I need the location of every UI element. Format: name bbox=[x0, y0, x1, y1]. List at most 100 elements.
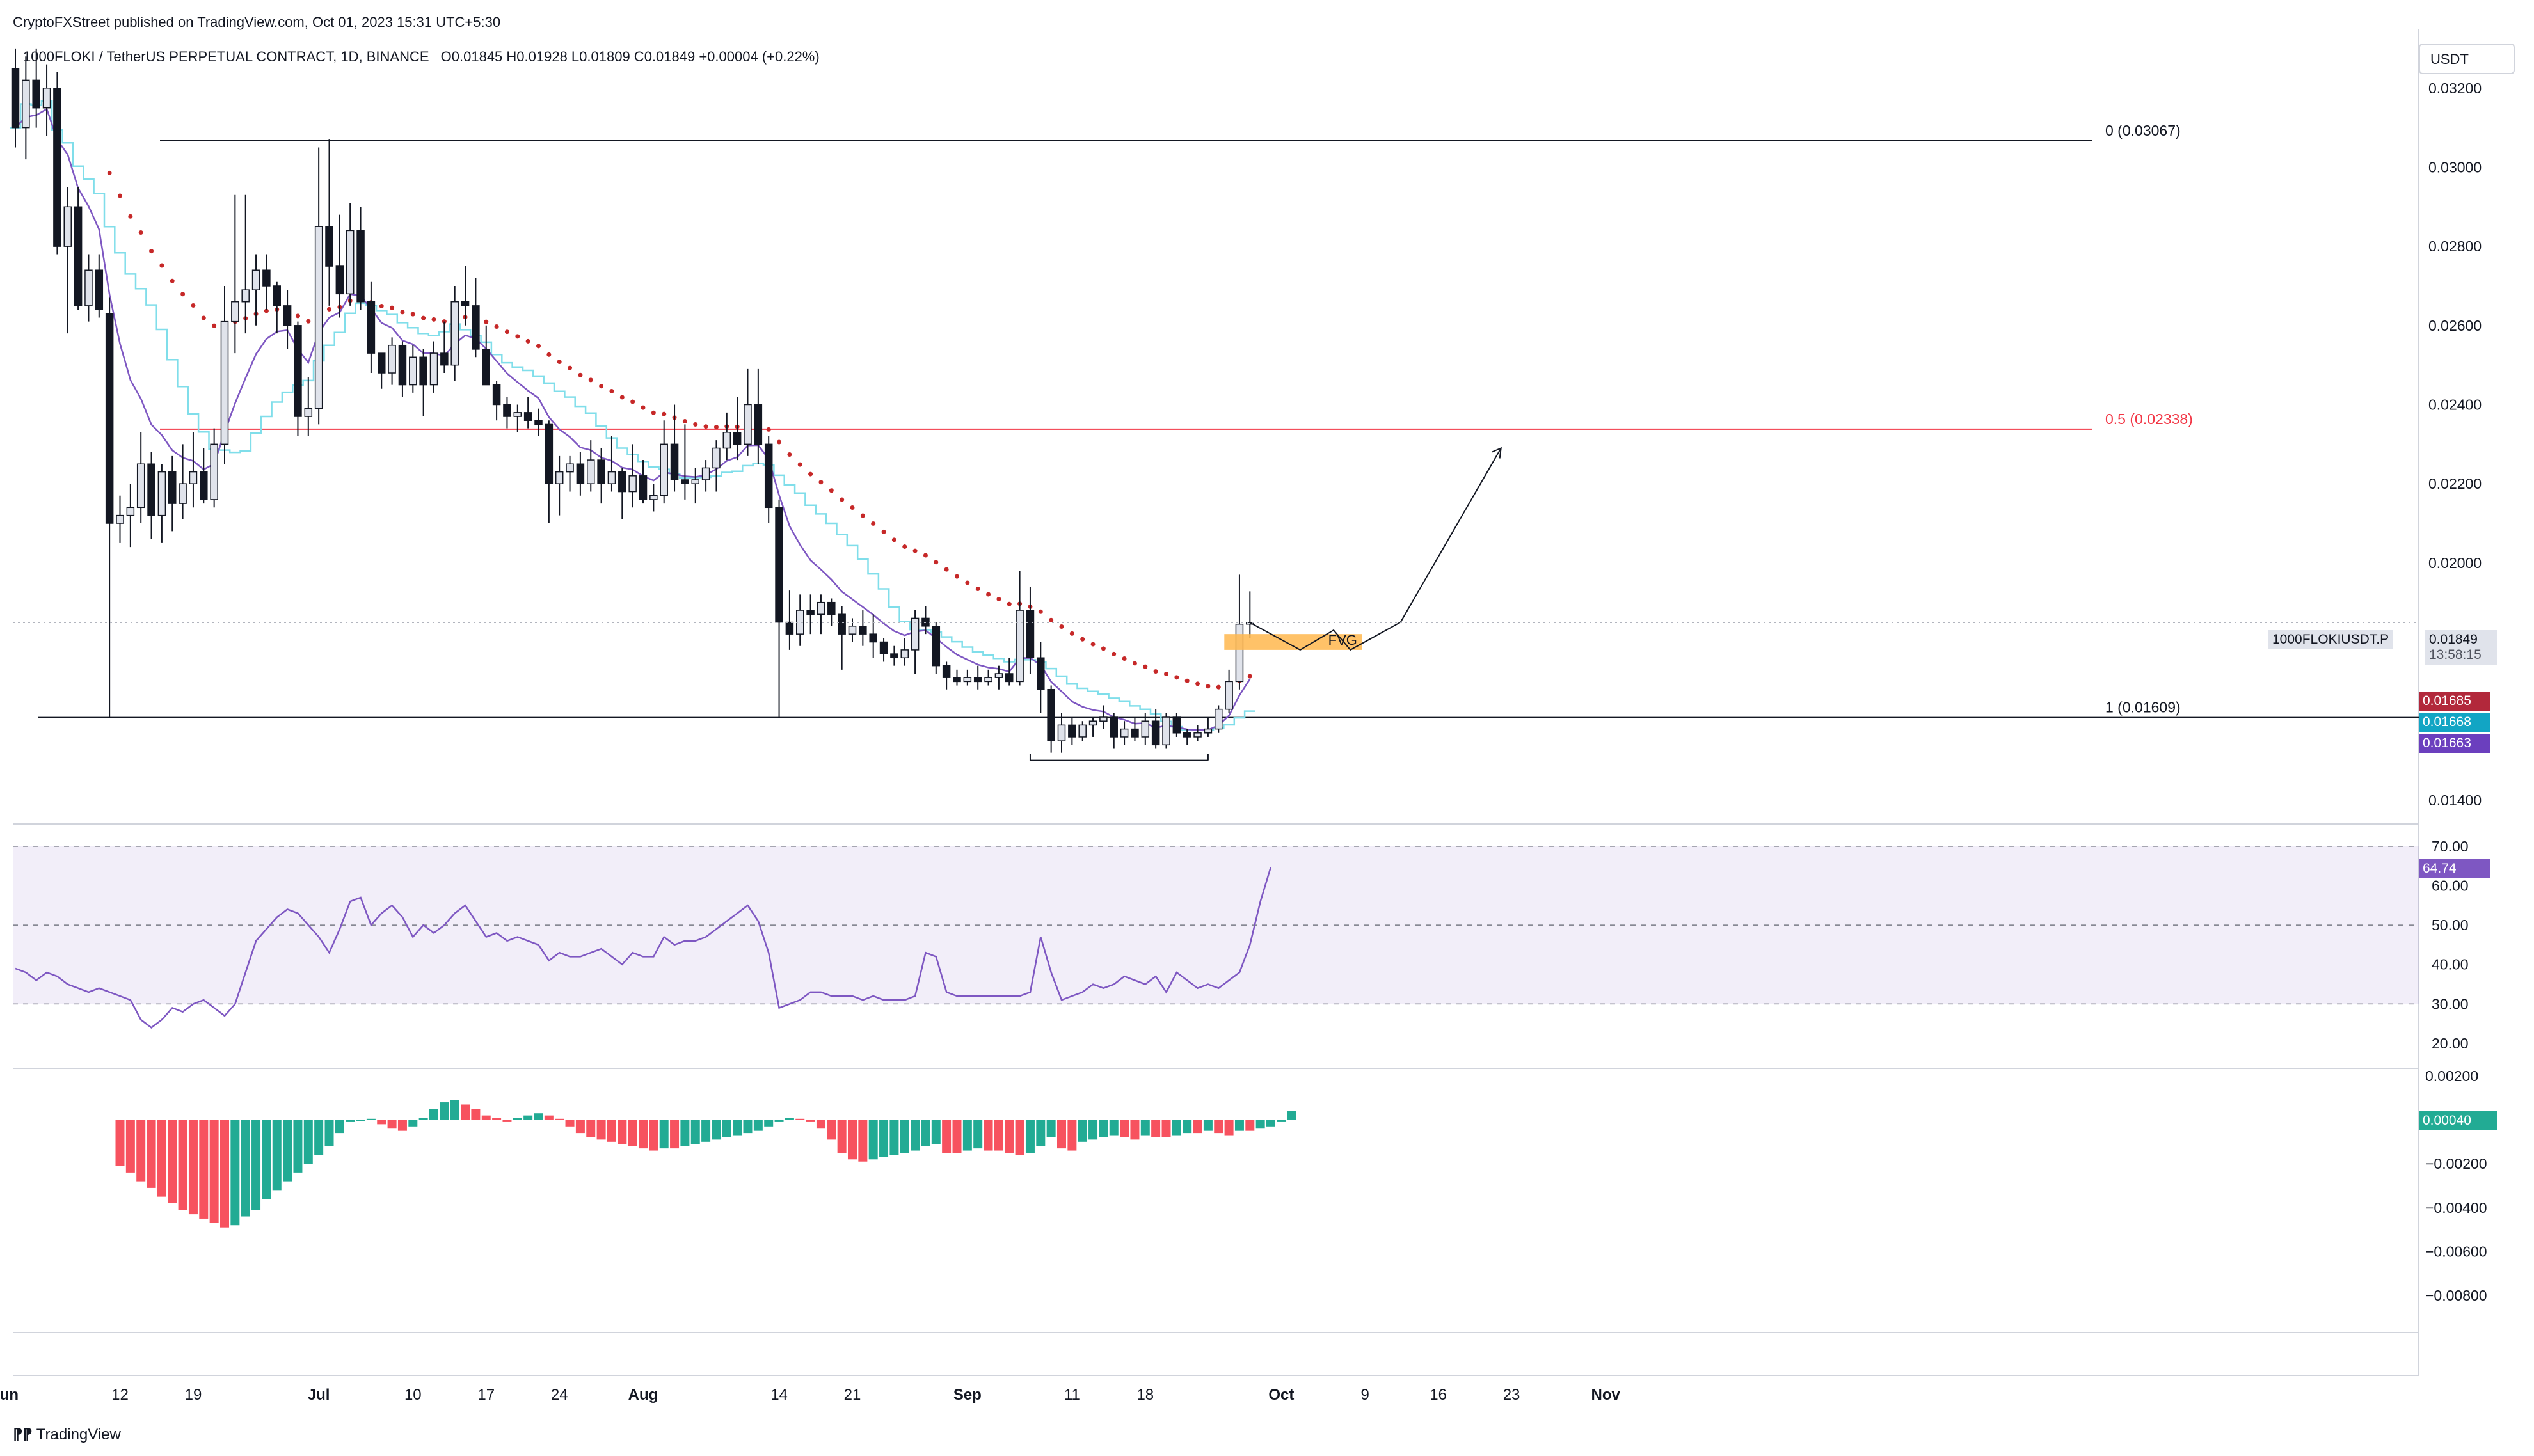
candle-body bbox=[367, 301, 376, 354]
candle-body bbox=[63, 206, 72, 247]
candle-body bbox=[607, 471, 616, 484]
ma-red-dot bbox=[400, 310, 405, 315]
price-axis[interactable]: 0.03200 0.03000 0.02800 0.02600 0.02400 0.022… bbox=[2428, 80, 2482, 809]
ma-red-dot bbox=[546, 352, 552, 357]
price-tick-label: 0.02200 bbox=[2428, 475, 2482, 492]
time-tick-label: 11 bbox=[1064, 1386, 1080, 1404]
candle-body bbox=[74, 206, 83, 306]
macd-bar bbox=[586, 1120, 596, 1137]
macd-bar bbox=[1245, 1120, 1255, 1131]
candle-body bbox=[294, 325, 302, 417]
tradingview-brand[interactable]: ⁋⁋ TradingView bbox=[13, 1425, 121, 1444]
candle-body bbox=[817, 601, 825, 615]
price-tick-label: 0.02800 bbox=[2428, 238, 2482, 255]
macd-bar bbox=[178, 1120, 187, 1210]
ma-red-dot bbox=[881, 529, 886, 534]
symbol-line[interactable]: 1000FLOKI / TetherUS PERPETUAL CONTRACT,… bbox=[23, 49, 429, 65]
macd-bar bbox=[628, 1120, 637, 1146]
macd-bar bbox=[397, 1120, 407, 1131]
ma-red-dot bbox=[306, 319, 311, 324]
macd-bar bbox=[1151, 1120, 1161, 1137]
ma-red-dot bbox=[536, 344, 541, 349]
ma-red-dot bbox=[557, 360, 562, 365]
price-tick-label: 0.02000 bbox=[2428, 555, 2482, 571]
ma-red-dot bbox=[515, 334, 520, 339]
macd-bar bbox=[418, 1118, 428, 1120]
candle-body bbox=[513, 412, 522, 417]
ma-red-dot bbox=[787, 452, 792, 457]
ma-red-dot bbox=[431, 317, 436, 322]
ma-red-dot bbox=[128, 214, 133, 219]
candle-body bbox=[1110, 716, 1118, 738]
macd-bar bbox=[1277, 1120, 1286, 1122]
ma-red-dot bbox=[1080, 637, 1085, 642]
macd-tick-label: −0.00600 bbox=[2425, 1243, 2487, 1260]
macd-bar bbox=[209, 1120, 219, 1223]
macd-tick-label: −0.00200 bbox=[2425, 1155, 2487, 1172]
candle-body bbox=[890, 653, 898, 659]
macd-bar bbox=[806, 1120, 815, 1122]
rsi-tick-label: 60.00 bbox=[2432, 877, 2469, 894]
ma-red-dot bbox=[180, 292, 186, 297]
ma-red-dot bbox=[1059, 624, 1064, 629]
ma-red-dot bbox=[588, 377, 593, 383]
currency-button[interactable]: USDT bbox=[2419, 44, 2515, 74]
macd-value-tag: 0.00040 bbox=[2419, 1111, 2497, 1130]
ma-red-dot bbox=[494, 324, 499, 329]
candle-body bbox=[566, 463, 574, 473]
candle-body bbox=[1088, 720, 1097, 726]
ma-red-dot bbox=[578, 372, 583, 377]
ma-red-dot bbox=[1216, 684, 1221, 690]
macd-bar bbox=[1046, 1120, 1056, 1137]
ma-red-dot bbox=[410, 312, 415, 317]
macd-bar bbox=[157, 1120, 166, 1197]
ma-red-dot bbox=[703, 424, 708, 429]
macd-bar bbox=[481, 1115, 491, 1120]
candle-body bbox=[754, 404, 763, 445]
ma-red-dot bbox=[379, 304, 384, 309]
ma-red-dot bbox=[484, 319, 489, 324]
ma-red-dot bbox=[1090, 642, 1096, 647]
macd-pane: 0.00200 −0.00200 −0.00400 −0.00600 −0.00800 bbox=[115, 1068, 2487, 1304]
ma-red-dot bbox=[986, 592, 991, 597]
macd-bar bbox=[314, 1120, 324, 1155]
macd-bar bbox=[125, 1120, 135, 1173]
rsi-tick-label: 20.00 bbox=[2432, 1035, 2469, 1052]
candle-body bbox=[1183, 732, 1191, 738]
candle-body bbox=[1225, 681, 1233, 710]
ma-red-dot bbox=[818, 480, 824, 485]
macd-bar bbox=[188, 1120, 198, 1215]
fibonacci-retracement[interactable]: 0 (0.03067) 0.5 (0.02338) 1 (0.01609) bbox=[38, 122, 2419, 718]
publisher-line: CryptoFXStreet published on TradingView.… bbox=[13, 14, 501, 30]
candle-body bbox=[963, 677, 972, 683]
ma-red-dot bbox=[693, 422, 698, 427]
candle-body bbox=[628, 475, 637, 493]
candle-body bbox=[1151, 720, 1160, 746]
macd-bar bbox=[575, 1120, 585, 1134]
candle-body bbox=[1037, 657, 1045, 690]
ma-red-dot bbox=[829, 488, 834, 493]
candle-body bbox=[461, 301, 470, 306]
macd-bar bbox=[283, 1120, 292, 1182]
ma-red-dot bbox=[630, 399, 635, 404]
ma-red-dot bbox=[1247, 674, 1252, 679]
macd-bar bbox=[555, 1118, 564, 1120]
candle-body bbox=[775, 507, 783, 623]
macd-bar bbox=[534, 1113, 543, 1120]
candle-body bbox=[472, 305, 480, 350]
time-axis[interactable]: Jun 12 19 Jul 10 17 24 Aug 14 21 Sep 11 18 Oct 9 16 23 No… bbox=[0, 1386, 1621, 1404]
candlestick-series bbox=[11, 48, 1254, 753]
candle-body bbox=[712, 447, 721, 469]
macd-bar bbox=[931, 1120, 941, 1144]
macd-tick-label: 0.00200 bbox=[2425, 1068, 2478, 1084]
macd-bar bbox=[639, 1120, 648, 1149]
ma-red-dot bbox=[159, 263, 164, 268]
ma-red-dot bbox=[797, 462, 802, 467]
projection-arrowhead bbox=[1492, 447, 1502, 459]
ma-red-dot bbox=[955, 574, 959, 579]
candle-body bbox=[1172, 716, 1181, 734]
ma-red-dot bbox=[212, 323, 217, 328]
candle-body bbox=[848, 626, 857, 635]
macd-bar bbox=[513, 1118, 522, 1120]
